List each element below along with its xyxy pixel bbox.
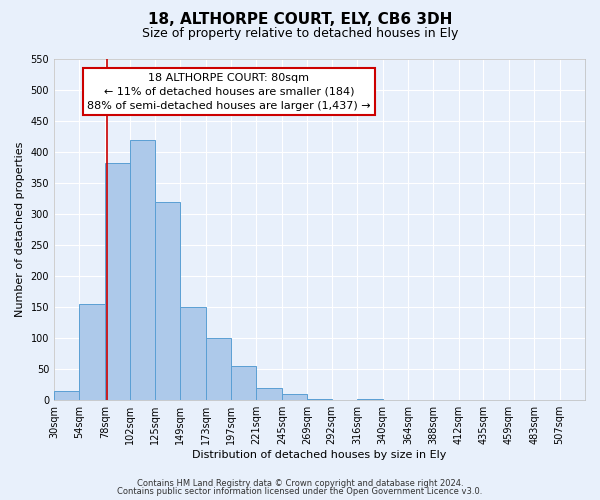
- Text: Contains public sector information licensed under the Open Government Licence v3: Contains public sector information licen…: [118, 487, 482, 496]
- Bar: [155, 202, 180, 400]
- Bar: [282, 394, 307, 400]
- Text: 18, ALTHORPE COURT, ELY, CB6 3DH: 18, ALTHORPE COURT, ELY, CB6 3DH: [148, 12, 452, 28]
- Bar: [307, 399, 332, 400]
- Text: Contains HM Land Registry data © Crown copyright and database right 2024.: Contains HM Land Registry data © Crown c…: [137, 478, 463, 488]
- Bar: [357, 399, 383, 400]
- Bar: [79, 304, 105, 400]
- Text: Size of property relative to detached houses in Ely: Size of property relative to detached ho…: [142, 28, 458, 40]
- Bar: [231, 366, 256, 400]
- Y-axis label: Number of detached properties: Number of detached properties: [15, 142, 25, 318]
- Text: 18 ALTHORPE COURT: 80sqm
← 11% of detached houses are smaller (184)
88% of semi-: 18 ALTHORPE COURT: 80sqm ← 11% of detach…: [87, 72, 371, 110]
- Bar: [180, 307, 206, 400]
- X-axis label: Distribution of detached houses by size in Ely: Distribution of detached houses by size …: [193, 450, 447, 460]
- Bar: [130, 140, 155, 400]
- Bar: [54, 391, 79, 400]
- Bar: [256, 388, 282, 400]
- Bar: [105, 162, 130, 400]
- Bar: [206, 338, 231, 400]
